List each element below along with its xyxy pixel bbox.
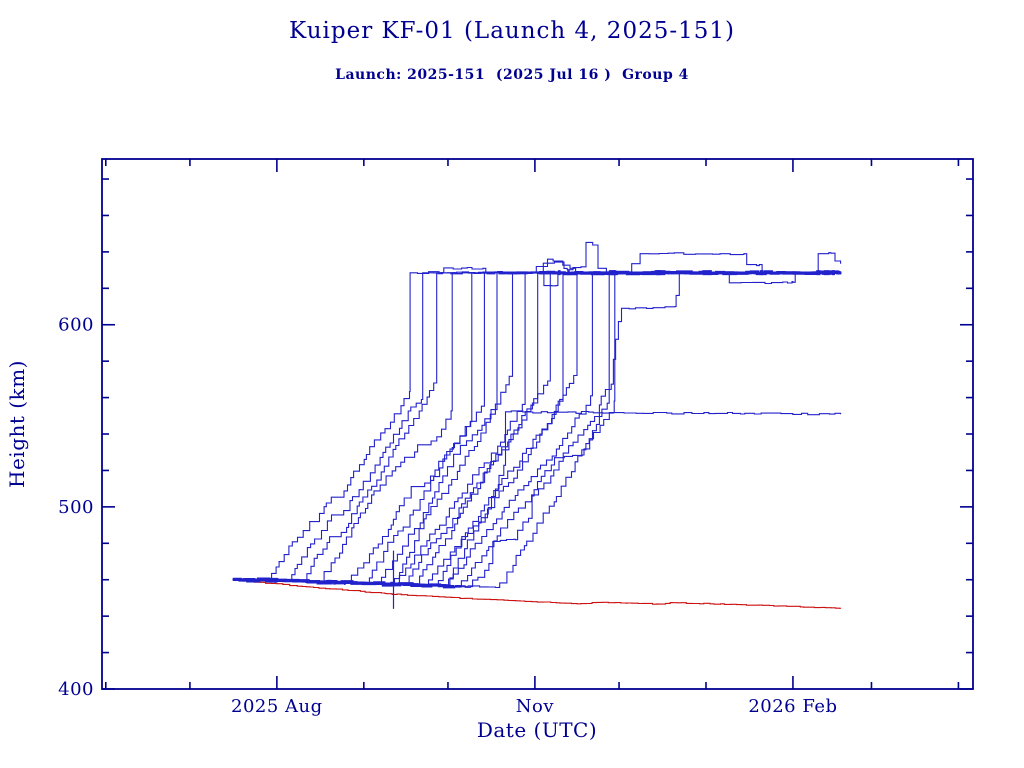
satellite-trace <box>539 270 841 276</box>
y-tick-label: 400 <box>58 679 94 700</box>
axes <box>101 158 974 690</box>
y-tick-label: 600 <box>58 315 94 336</box>
satellite-trace <box>232 271 842 588</box>
satellite-trace <box>232 410 842 587</box>
satellite-trace <box>232 271 842 586</box>
satellite-trace <box>232 271 842 586</box>
chart-subtitle: Launch: 2025-151 (2025 Jul 16 ) Group 4 <box>335 67 689 83</box>
x-tick-label: 2026 Feb <box>748 696 837 717</box>
satellite-trace <box>232 271 842 585</box>
satellite-trace <box>232 271 842 585</box>
x-tick-label: 2025 Aug <box>231 696 323 717</box>
satellite-trace <box>232 271 842 585</box>
satellite-trace <box>232 252 842 586</box>
satellite-trace <box>232 271 842 585</box>
y-axis-label: Height (km) <box>5 360 29 488</box>
x-tick-label: Nov <box>516 696 555 717</box>
y-tick-label: 500 <box>58 497 94 518</box>
satellite-trace <box>232 271 842 587</box>
chart-title: Kuiper KF-01 (Launch 4, 2025-151) <box>289 18 735 44</box>
satellite-trace <box>232 271 842 589</box>
decay-trace <box>232 579 842 609</box>
satellite-trace <box>232 271 841 583</box>
tick-labels: 2025 Aug Nov 2026 Feb 400 500 600 <box>58 315 837 717</box>
traces <box>232 241 842 609</box>
x-axis-label: Date (UTC) <box>477 718 597 742</box>
satellite-trace <box>232 271 842 588</box>
satellite-trace <box>232 271 842 587</box>
